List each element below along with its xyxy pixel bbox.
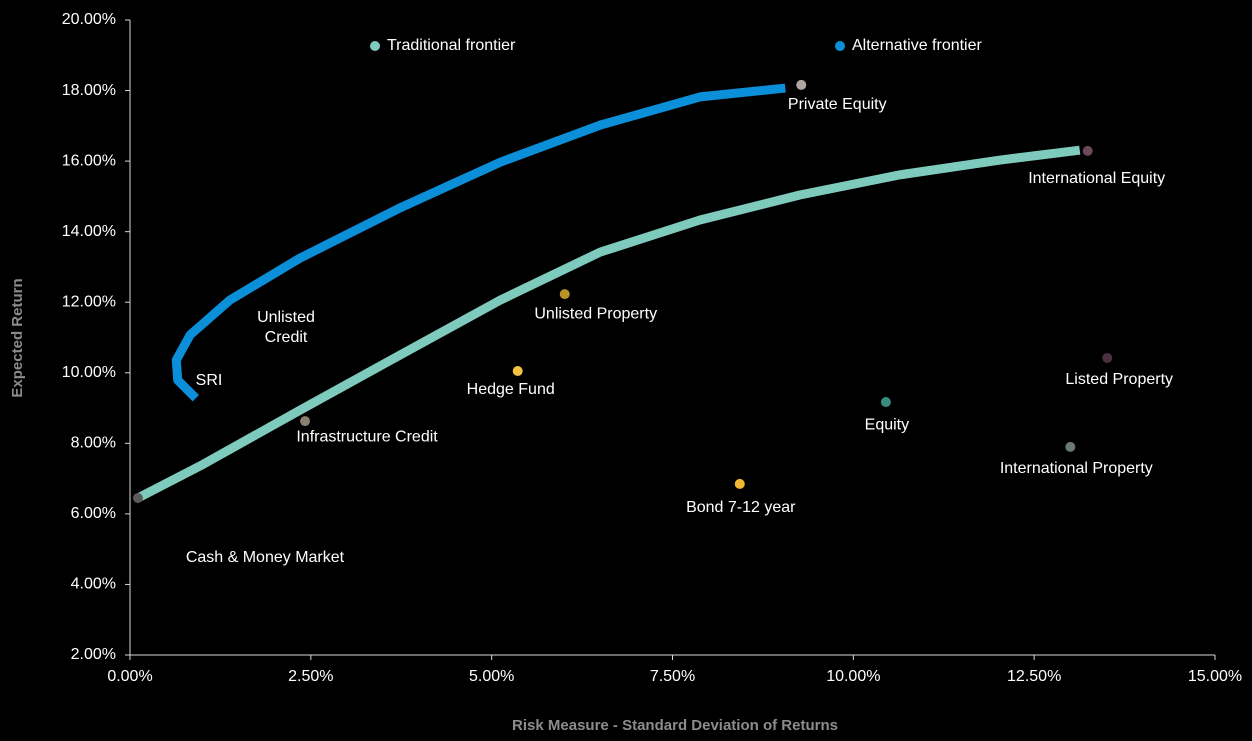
y-axis-title: Expected Return <box>9 278 26 397</box>
x-tick-label: 0.00% <box>107 668 152 685</box>
x-tick-label: 2.50% <box>288 668 333 685</box>
x-axis-title: Risk Measure - Standard Deviation of Ret… <box>512 717 838 734</box>
legend-label: Traditional frontier <box>387 37 516 54</box>
annotation: Unlisted Credit <box>257 309 315 346</box>
x-tick-label: 7.50% <box>650 668 695 685</box>
frontier-line <box>171 83 786 402</box>
point-label: International Equity <box>1028 170 1165 187</box>
y-tick-label: 14.00% <box>62 223 116 240</box>
point <box>512 366 523 377</box>
point <box>300 416 311 427</box>
x-tick-label: 12.50% <box>1007 668 1061 685</box>
point <box>1065 441 1076 452</box>
point <box>880 397 891 408</box>
legend-label: Alternative frontier <box>852 37 983 54</box>
x-tick-label: 15.00% <box>1188 668 1242 685</box>
y-tick-label: 18.00% <box>62 82 116 99</box>
y-tick-label: 6.00% <box>71 505 116 522</box>
frontier-line <box>135 145 1081 503</box>
legend-marker <box>370 41 380 51</box>
point-label: Unlisted Property <box>534 305 657 322</box>
point-label: Cash & Money Market <box>186 549 345 566</box>
annotation: SRI <box>195 372 223 389</box>
y-tick-label: 2.00% <box>71 646 116 663</box>
y-tick-label: 10.00% <box>62 364 116 381</box>
point-label: Private Equity <box>788 96 887 113</box>
y-tick-label: 4.00% <box>71 576 116 593</box>
point <box>1102 352 1113 363</box>
point <box>132 493 143 504</box>
y-tick-label: 20.00% <box>62 11 116 28</box>
point-label: Listed Property <box>1065 371 1173 388</box>
point <box>796 79 807 90</box>
legend-marker <box>835 41 845 51</box>
point <box>734 478 745 489</box>
x-tick-label: 5.00% <box>469 668 514 685</box>
y-tick-label: 16.00% <box>62 152 116 169</box>
point <box>559 289 570 300</box>
point-label: Hedge Fund <box>467 381 555 398</box>
point <box>1082 145 1093 156</box>
y-tick-label: 12.00% <box>62 293 116 310</box>
y-tick-label: 8.00% <box>71 435 116 452</box>
point-label: International Property <box>1000 460 1153 477</box>
x-tick-label: 10.00% <box>826 668 880 685</box>
point-label: Bond 7-12 year <box>686 499 796 516</box>
point-label: Equity <box>865 416 909 433</box>
point-label: Infrastructure Credit <box>296 428 438 445</box>
